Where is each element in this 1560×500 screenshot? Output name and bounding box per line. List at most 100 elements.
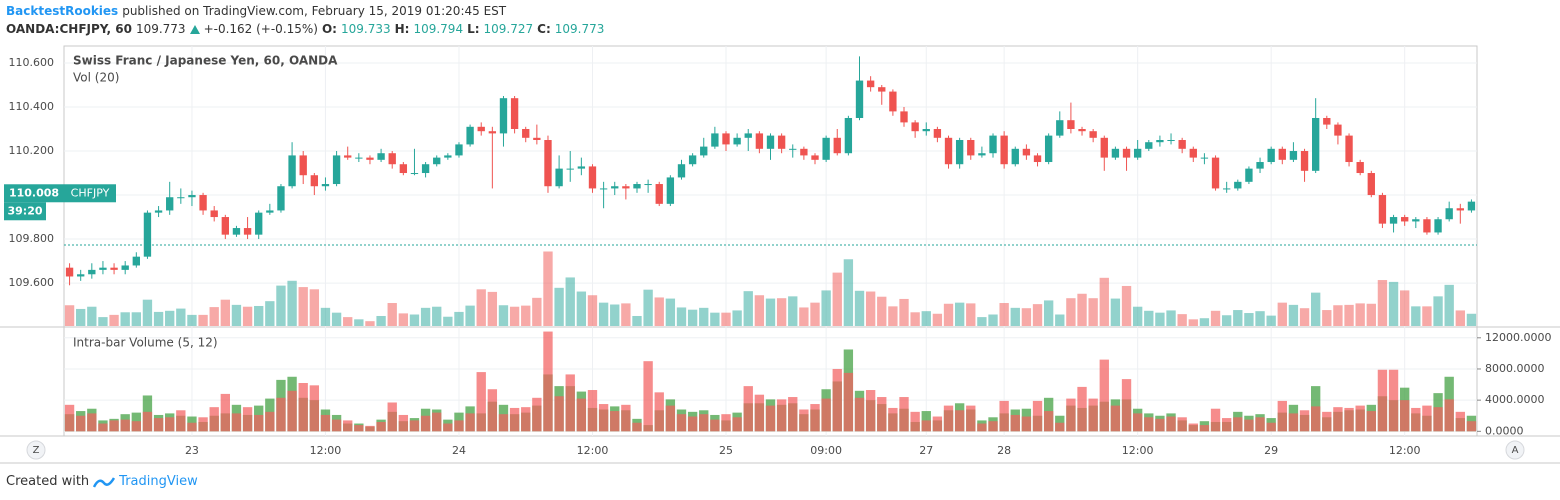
volume-bar bbox=[1244, 313, 1254, 326]
volume-bar bbox=[1422, 306, 1432, 326]
intrabar-volume-bar bbox=[554, 396, 564, 432]
intrabar-volume-bar bbox=[76, 415, 86, 432]
candle-body bbox=[199, 195, 207, 211]
volume-bar bbox=[977, 317, 987, 326]
brand[interactable]: TradingView bbox=[119, 474, 198, 489]
intrabar-volume-bar bbox=[1344, 407, 1354, 432]
volume-bar bbox=[231, 304, 242, 326]
intrabar-volume-bar bbox=[877, 397, 887, 432]
candle-body bbox=[99, 267, 107, 270]
x-tick-label: 12:00 bbox=[577, 444, 609, 457]
intrabar-volume-bar bbox=[120, 419, 130, 432]
volume-bar bbox=[966, 303, 976, 326]
intrabar-volume-bar bbox=[343, 420, 353, 432]
intrabar-volume-bar bbox=[1411, 407, 1421, 432]
volume-bar bbox=[98, 317, 108, 326]
candle-body bbox=[266, 210, 274, 213]
intrabar-volume-bar bbox=[532, 397, 542, 432]
volume-bar bbox=[554, 287, 564, 326]
intrabar-volume-bar bbox=[654, 392, 664, 432]
candle-body bbox=[377, 153, 385, 160]
intrabar-volume-bar bbox=[365, 425, 375, 432]
intrabar-volume-bar bbox=[565, 374, 575, 432]
intrabar-volume-bar bbox=[665, 405, 676, 432]
candle-body bbox=[188, 195, 196, 198]
intrabar-volume-bar bbox=[131, 421, 141, 432]
volume-label: Vol (20) bbox=[73, 71, 119, 85]
volume-bar bbox=[432, 306, 442, 326]
open-value: 109.733 bbox=[340, 22, 391, 36]
candle-body bbox=[499, 98, 508, 134]
candle-body bbox=[477, 126, 485, 132]
candle-body bbox=[1345, 135, 1353, 163]
volume-bar bbox=[1210, 310, 1221, 326]
intrabar-volume-bar bbox=[576, 398, 587, 432]
intrabar-volume-bar bbox=[1322, 411, 1332, 432]
intrabar-volume-bar bbox=[899, 397, 909, 432]
button[interactable] bbox=[26, 440, 46, 460]
candle-body bbox=[455, 144, 463, 156]
intrabar-volume-bar bbox=[999, 400, 1009, 432]
volume-bar bbox=[498, 305, 509, 326]
button[interactable] bbox=[1505, 440, 1525, 460]
intrabar-volume-bar bbox=[1355, 405, 1365, 432]
volume-bar bbox=[1255, 311, 1265, 326]
intrabar-volume-bar bbox=[276, 397, 286, 432]
candle-body bbox=[722, 133, 730, 145]
volume-bar bbox=[843, 259, 854, 326]
candle-body bbox=[1200, 157, 1209, 159]
volume-bar bbox=[865, 291, 876, 326]
volume-bar bbox=[788, 296, 798, 326]
candle-body bbox=[1434, 219, 1442, 233]
intrabar-volume-bar bbox=[142, 411, 153, 432]
intrabar-volume-bar bbox=[788, 397, 798, 432]
candle-body bbox=[1222, 188, 1231, 190]
intrabar-volume-bar bbox=[242, 407, 253, 432]
candle-body bbox=[1111, 148, 1120, 158]
intrabar-volume-bar bbox=[910, 411, 920, 432]
price-tag-box bbox=[4, 184, 64, 203]
intrabar-volume-bar bbox=[98, 423, 108, 432]
candle-body bbox=[1245, 168, 1253, 182]
close-value: 109.773 bbox=[554, 22, 605, 36]
candle-body bbox=[366, 157, 374, 160]
last-price: 109.773 bbox=[135, 22, 186, 36]
volume-bar bbox=[921, 311, 931, 326]
y2-tick-label: 4000.0000 bbox=[1485, 393, 1545, 406]
intrabar-volume-bar bbox=[354, 425, 364, 432]
candle-body bbox=[444, 155, 452, 158]
volume-bar bbox=[198, 314, 208, 326]
y-tick-label: 110.200 bbox=[9, 144, 55, 157]
intrabar-volume-bar bbox=[287, 390, 297, 432]
y-tick-label: 110.600 bbox=[9, 56, 55, 69]
volume-bar bbox=[242, 306, 253, 326]
footer: Created with TradingView bbox=[6, 474, 198, 489]
candle-body bbox=[989, 135, 997, 154]
candle-body bbox=[1178, 140, 1186, 149]
volume-bar bbox=[109, 314, 119, 326]
volume-bar bbox=[1110, 298, 1121, 326]
low-label: L: bbox=[467, 22, 480, 36]
x-tick-label: 12:00 bbox=[1389, 444, 1421, 457]
candle-body bbox=[878, 87, 886, 92]
volume-bar bbox=[643, 289, 653, 326]
author[interactable]: BacktestRookies bbox=[6, 4, 119, 18]
volume-bar bbox=[632, 315, 642, 326]
x-tick-label: 25 bbox=[719, 444, 733, 457]
button-label: A bbox=[1512, 445, 1519, 456]
candle-body bbox=[711, 133, 719, 147]
y-tick-label: 110.400 bbox=[9, 100, 55, 113]
intrabar-volume-bar bbox=[387, 402, 397, 432]
intrabar-volume-bar bbox=[1221, 418, 1232, 432]
volume-bar bbox=[409, 314, 420, 326]
volume-bar bbox=[1121, 285, 1132, 326]
volume-bar bbox=[521, 305, 531, 326]
volume-bar bbox=[1055, 314, 1065, 326]
candle-body bbox=[688, 155, 697, 165]
volume-bar bbox=[621, 303, 631, 326]
intrabar-volume-bar bbox=[420, 415, 431, 432]
volume-bar bbox=[376, 315, 386, 326]
volume-bar bbox=[999, 303, 1009, 326]
